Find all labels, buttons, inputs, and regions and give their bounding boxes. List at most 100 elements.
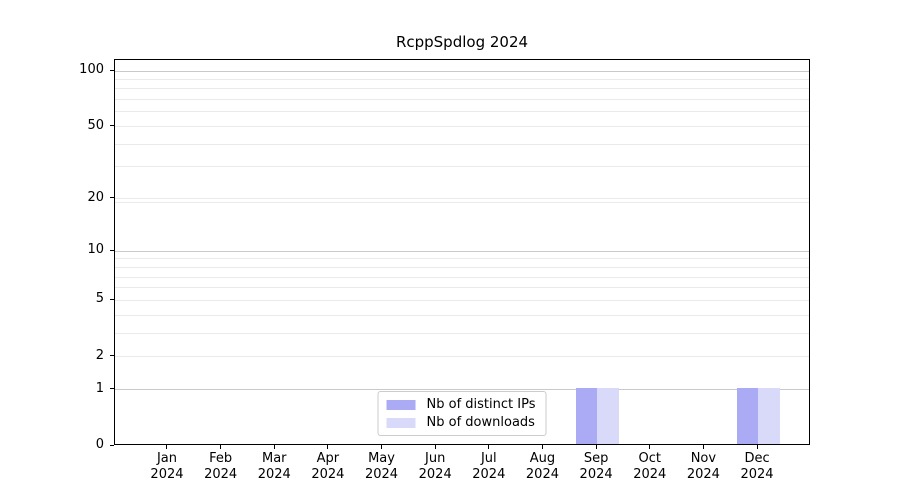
x-tick-label-jul: Jul 2024 xyxy=(457,451,521,482)
y-tick-mark-0 xyxy=(110,444,114,446)
gridline-minor-90 xyxy=(115,78,809,80)
y-tick-mark-100 xyxy=(110,69,114,71)
x-tick-label-jan: Jan 2024 xyxy=(135,451,199,482)
x-tick-label-dec: Dec 2024 xyxy=(725,451,789,482)
gridline-minor-50 xyxy=(115,126,809,128)
x-tick-label-mar: Mar 2024 xyxy=(242,451,306,482)
x-tick-label-sep: Sep 2024 xyxy=(564,451,628,482)
y-tick-label-0: 0 xyxy=(95,437,104,452)
x-tick-label-oct: Oct 2024 xyxy=(618,451,682,482)
y-tick-label-100: 100 xyxy=(79,62,104,77)
y-tick-label-50: 50 xyxy=(87,117,104,133)
gridline-minor-19 xyxy=(115,202,809,204)
gridline-minor-7 xyxy=(115,276,809,278)
x-tick-year: 2024 xyxy=(257,466,291,482)
x-tick-month: Dec xyxy=(744,451,770,466)
x-tick-mark-sep xyxy=(595,445,597,449)
gridline-minor-30 xyxy=(115,166,809,168)
y-tick-mark-20 xyxy=(110,197,114,199)
gridline-minor-4 xyxy=(115,314,809,316)
x-tick-month: Jun xyxy=(425,451,446,466)
x-tick-mark-jul xyxy=(488,445,490,449)
legend-label-downloads: Nb of downloads xyxy=(426,415,535,430)
x-tick-month: Apr xyxy=(316,451,340,466)
x-tick-mark-feb xyxy=(220,445,222,449)
x-tick-mark-nov xyxy=(702,445,704,449)
legend-label-distinct-ips: Nb of distinct IPs xyxy=(426,397,536,412)
x-tick-year: 2024 xyxy=(472,466,506,482)
gridline-minor-60 xyxy=(115,111,809,113)
y-tick-label-20: 20 xyxy=(87,189,104,205)
y-tick-mark-2 xyxy=(110,355,114,357)
gridline-minor-5 xyxy=(115,299,809,301)
x-tick-label-aug: Aug 2024 xyxy=(510,451,574,482)
x-tick-year: 2024 xyxy=(579,466,613,482)
x-tick-year: 2024 xyxy=(686,466,720,482)
x-tick-month: Jul xyxy=(480,451,497,466)
y-tick-mark-5 xyxy=(110,298,114,300)
legend: Nb of distinct IPs Nb of downloads xyxy=(377,391,547,436)
x-tick-year: 2024 xyxy=(150,466,184,482)
gridline-minor-8 xyxy=(115,266,809,268)
bar-dec-downloads xyxy=(758,387,780,444)
legend-swatch-distinct-ips xyxy=(386,399,416,410)
x-tick-mark-apr xyxy=(327,445,329,449)
x-tick-month: Jan xyxy=(156,451,177,466)
legend-swatch-downloads xyxy=(386,417,416,428)
gridline-minor-80 xyxy=(115,88,809,90)
gridline-minor-20 xyxy=(115,198,809,200)
x-tick-month: May xyxy=(368,451,395,466)
x-tick-mark-oct xyxy=(649,445,651,449)
y-tick-label-1: 1 xyxy=(95,380,104,396)
gridline-minor-9 xyxy=(115,258,809,260)
x-tick-year: 2024 xyxy=(740,466,774,482)
x-tick-mark-aug xyxy=(541,445,543,449)
x-tick-year: 2024 xyxy=(311,466,345,482)
legend-item-downloads: Nb of downloads xyxy=(386,415,536,430)
y-axis: 0 1 2 5 10 20 50 100 xyxy=(0,59,114,452)
x-tick-year: 2024 xyxy=(204,466,238,482)
y-tick-label-5: 5 xyxy=(95,291,104,307)
gridline-minor-3 xyxy=(115,332,809,334)
x-tick-label-feb: Feb 2024 xyxy=(189,451,253,482)
x-tick-month: Oct xyxy=(638,451,661,466)
x-tick-month: Feb xyxy=(209,451,233,466)
x-tick-year: 2024 xyxy=(364,466,399,482)
y-tick-label-10: 10 xyxy=(87,242,104,258)
legend-item-distinct-ips: Nb of distinct IPs xyxy=(386,397,536,412)
x-tick-mark-mar xyxy=(273,445,275,449)
x-tick-year: 2024 xyxy=(633,466,667,482)
x-tick-mark-may xyxy=(381,445,383,449)
gridline-minor-40 xyxy=(115,143,809,145)
x-tick-month: Aug xyxy=(529,451,556,466)
bar-dec-distinct-ips xyxy=(736,387,759,444)
gridline-major-100 xyxy=(115,70,809,72)
gridline-minor-2 xyxy=(115,356,809,358)
gridline-minor-70 xyxy=(115,99,809,101)
x-tick-label-nov: Nov 2024 xyxy=(671,451,735,482)
plot-area: Nb of distinct IPs Nb of downloads xyxy=(114,59,810,445)
x-tick-label-apr: Apr 2024 xyxy=(296,451,360,482)
y-tick-mark-10 xyxy=(110,249,114,251)
x-tick-month: Sep xyxy=(583,451,609,466)
y-tick-mark-50 xyxy=(110,125,114,127)
gridline-minor-6 xyxy=(115,287,809,289)
gridline-major-10 xyxy=(115,250,809,252)
x-axis: Jan 2024 Feb 2024 Mar 2024 Apr 2024 May 2024 Jun 20… xyxy=(114,445,810,497)
y-tick-mark-1 xyxy=(110,388,114,390)
gridline-major-1 xyxy=(115,389,809,391)
x-tick-label-jun: Jun 2024 xyxy=(403,451,467,482)
x-tick-year: 2024 xyxy=(418,466,452,482)
x-tick-month: Mar xyxy=(261,451,287,466)
x-tick-mark-dec xyxy=(756,445,758,449)
x-tick-label-may: May 2024 xyxy=(350,451,414,482)
bar-sep-downloads xyxy=(597,387,619,444)
y-tick-label-2: 2 xyxy=(95,347,104,363)
x-tick-month: Nov xyxy=(690,451,717,466)
x-tick-mark-jan xyxy=(166,445,168,449)
chart-title: RcppSpdlog 2024 xyxy=(395,33,529,51)
x-tick-mark-jun xyxy=(434,445,436,449)
x-tick-year: 2024 xyxy=(525,466,559,482)
bar-sep-distinct-ips xyxy=(575,387,598,444)
